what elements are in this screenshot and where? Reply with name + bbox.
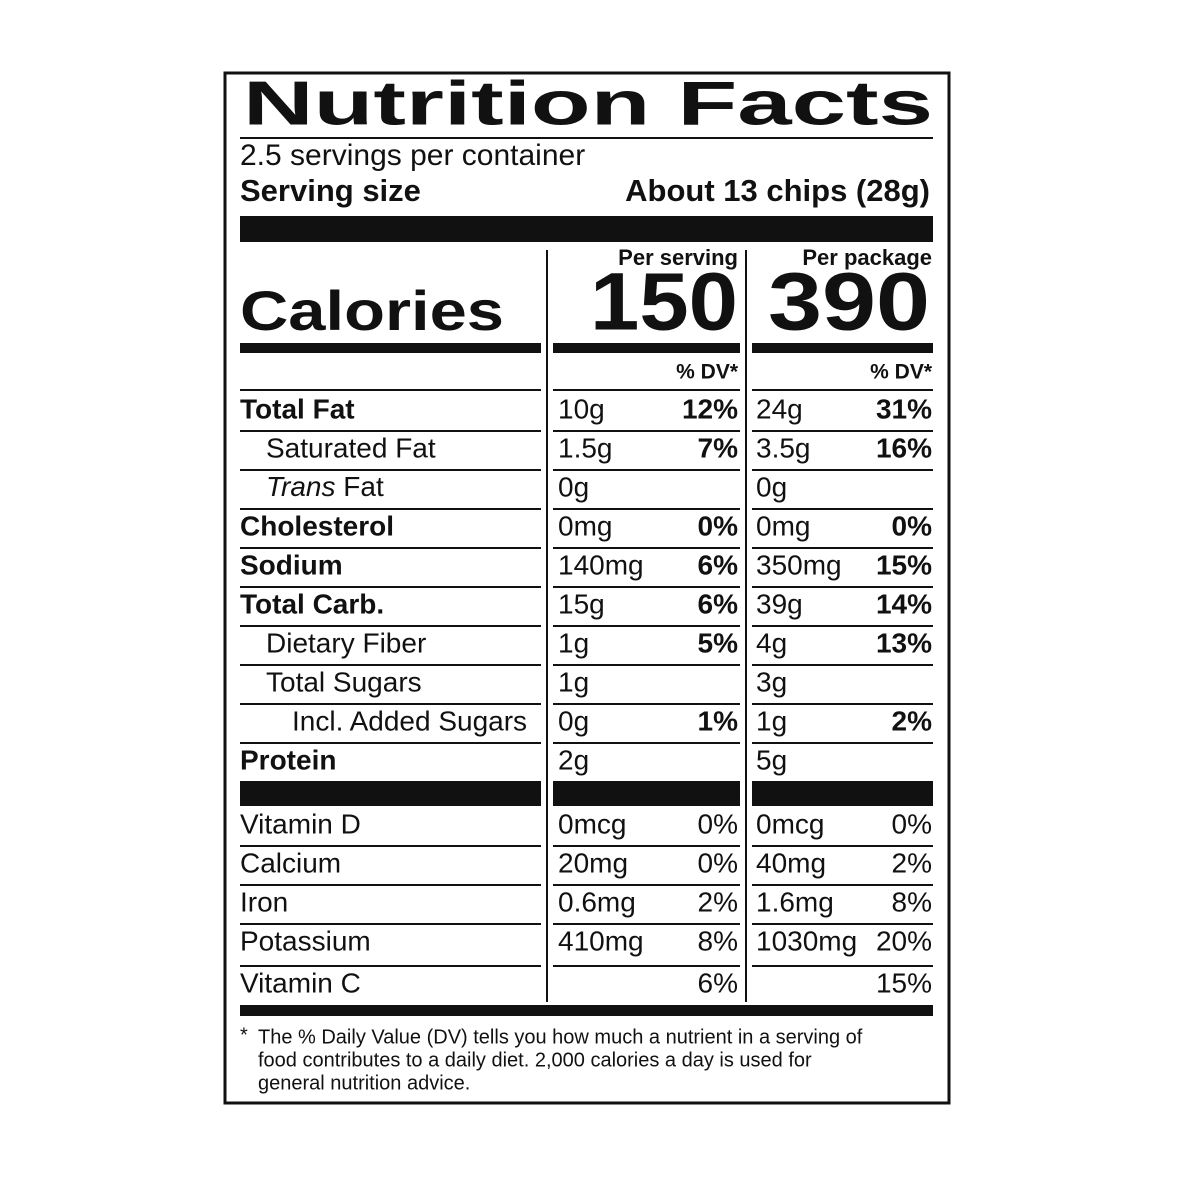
- amount: 0g: [558, 471, 589, 502]
- amount: 39g: [756, 588, 803, 619]
- calories-value: 150: [590, 257, 738, 348]
- dv-header: % DV*: [870, 361, 933, 384]
- daily-value: 6%: [698, 549, 739, 580]
- daily-value: 6%: [698, 967, 738, 998]
- amount: 3.5g: [756, 432, 811, 463]
- amount: 15g: [558, 588, 605, 619]
- daily-value: 15%: [876, 549, 932, 580]
- daily-value: 1%: [698, 705, 739, 736]
- amount: 410mg: [558, 925, 644, 956]
- footnote-line: The % Daily Value (DV) tells you how muc…: [258, 1026, 863, 1048]
- amount: 1g: [558, 627, 589, 658]
- amount: 0g: [558, 705, 589, 736]
- column-header: Per package: [802, 245, 932, 270]
- nutrient-label: Dietary Fiber: [266, 627, 426, 658]
- amount: 0.6mg: [558, 886, 636, 917]
- daily-value: 0%: [698, 847, 738, 878]
- daily-value: 0%: [698, 510, 739, 541]
- dv-header: % DV*: [676, 361, 739, 384]
- daily-value: 8%: [892, 886, 932, 917]
- amount: 40mg: [756, 847, 826, 878]
- amount: 24g: [756, 393, 803, 424]
- nutrient-label-text: Fat: [336, 471, 384, 502]
- amount: 0mg: [558, 510, 612, 541]
- amount: 0mcg: [756, 808, 824, 839]
- amount: 1g: [558, 666, 589, 697]
- nutrient-label: Iron: [240, 886, 288, 917]
- amount: 1.6mg: [756, 886, 834, 917]
- nutrient-label: Total Sugars: [266, 666, 422, 697]
- thick-bar: [240, 343, 541, 353]
- footnote-line: food contributes to a daily diet. 2,000 …: [258, 1049, 812, 1071]
- amount: 2g: [558, 744, 589, 775]
- amount: 3g: [756, 666, 787, 697]
- amount: 0mg: [756, 510, 810, 541]
- amount: 1030mg: [756, 925, 857, 956]
- amount: 1g: [756, 705, 787, 736]
- serving-size-label: Serving size: [240, 173, 421, 208]
- nutrient-label: Incl. Added Sugars: [292, 705, 527, 736]
- calories-value: 390: [768, 257, 930, 348]
- daily-value: 0%: [698, 808, 738, 839]
- nutrient-label: Vitamin C: [240, 967, 361, 998]
- amount: 10g: [558, 393, 605, 424]
- thick-bar: [240, 216, 933, 242]
- amount: 1.5g: [558, 432, 613, 463]
- thick-bar: [553, 343, 740, 353]
- frame: [223, 71, 951, 1105]
- amount: 4g: [756, 627, 787, 658]
- daily-value: 20%: [876, 925, 932, 956]
- daily-value: 15%: [876, 967, 932, 998]
- thick-bar: [752, 781, 933, 806]
- daily-value: 16%: [876, 432, 932, 463]
- amount: 140mg: [558, 549, 644, 580]
- daily-value: 6%: [698, 588, 739, 619]
- daily-value: 7%: [698, 432, 739, 463]
- nutrient-label: Saturated Fat: [266, 432, 436, 463]
- daily-value: 0%: [892, 510, 933, 541]
- thick-bar: [240, 781, 541, 806]
- thick-bar: [240, 1005, 933, 1016]
- amount: 5g: [756, 744, 787, 775]
- nutrient-label: Cholesterol: [240, 510, 394, 541]
- nutrient-label: Protein: [240, 744, 336, 775]
- nutrient-label: Vitamin D: [240, 808, 361, 839]
- column-header: Per serving: [618, 245, 738, 270]
- daily-value: 8%: [698, 925, 738, 956]
- nutrient-label: Total Fat: [240, 393, 355, 424]
- nutrient-label: Calcium: [240, 847, 341, 878]
- daily-value: 5%: [698, 627, 739, 658]
- nutrient-label: Sodium: [240, 549, 343, 580]
- nutrient-label-italic: Trans: [266, 471, 336, 502]
- daily-value: 12%: [682, 393, 738, 424]
- footnote-marker: *: [240, 1024, 248, 1046]
- daily-value: 13%: [876, 627, 932, 658]
- nutrient-label: Total Carb.: [240, 588, 384, 619]
- daily-value: 0%: [892, 808, 932, 839]
- amount: 20mg: [558, 847, 628, 878]
- thick-bar: [553, 781, 740, 806]
- daily-value: 14%: [876, 588, 932, 619]
- daily-value: 31%: [876, 393, 932, 424]
- servings: 2.5 servings per container: [240, 139, 585, 172]
- amount: 350mg: [756, 549, 842, 580]
- amount: 0mcg: [558, 808, 626, 839]
- daily-value: 2%: [892, 847, 932, 878]
- daily-value: 2%: [892, 705, 933, 736]
- title: Nutrition Facts: [243, 69, 933, 138]
- nutrient-label: Trans Fat: [266, 471, 384, 502]
- daily-value: 2%: [698, 886, 738, 917]
- amount: 0g: [756, 471, 787, 502]
- thick-bar: [752, 343, 933, 353]
- footnote-line: general nutrition advice.: [258, 1072, 470, 1094]
- serving-size-value: About 13 chips (28g): [625, 173, 930, 208]
- nutrient-label: Potassium: [240, 925, 371, 956]
- calories-label: Calories: [240, 279, 504, 342]
